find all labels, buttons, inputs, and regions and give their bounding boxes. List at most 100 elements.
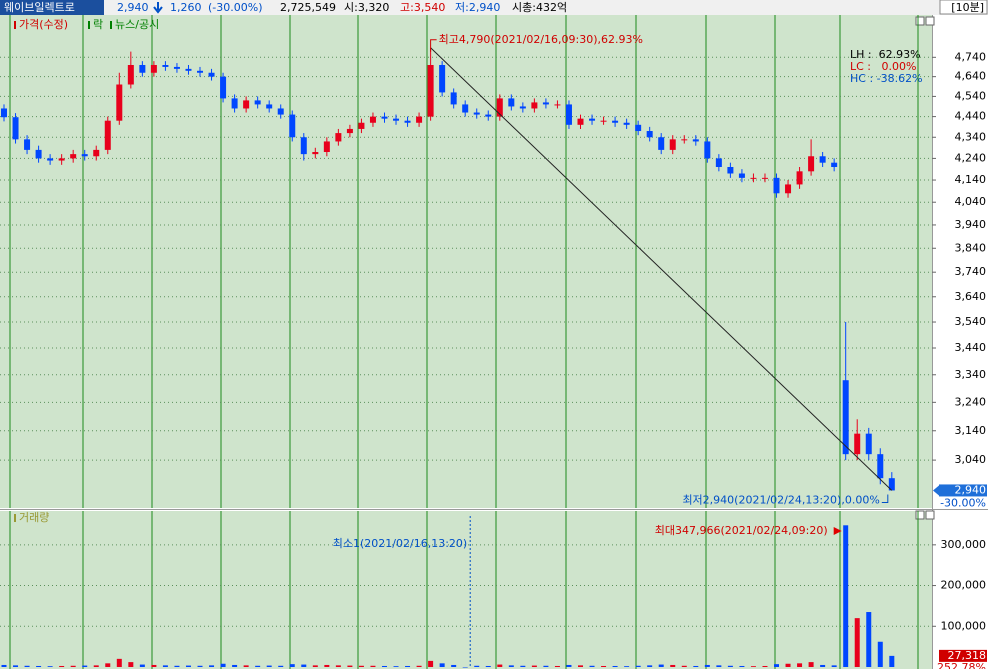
volume-bar (820, 664, 826, 667)
candle-body (369, 116, 376, 123)
candle-body (796, 171, 803, 185)
candle-body (462, 104, 469, 113)
volume-bar (105, 663, 111, 667)
legend-entry: 뉴스/공시 (115, 18, 159, 31)
candle-body (197, 70, 204, 73)
candle-body (589, 118, 596, 121)
panel-button[interactable] (915, 16, 925, 26)
candle-body (669, 139, 676, 150)
panel-button[interactable] (915, 510, 925, 520)
interval-box[interactable] (939, 0, 988, 15)
y-tick-label: 300,000 (941, 538, 987, 551)
candle-body (888, 478, 895, 491)
volume-bar (601, 665, 607, 667)
interval[interactable]: [10분] (951, 1, 984, 14)
volume-bar (877, 641, 883, 667)
volume-bar (405, 665, 411, 667)
volume-bar (36, 665, 42, 667)
volume-bar (531, 665, 537, 667)
volume-bar (508, 665, 514, 667)
candle-body (473, 112, 480, 115)
stat: HC : -38.62% (850, 72, 923, 85)
candle-body (485, 114, 492, 117)
candle-body (127, 64, 134, 85)
price-pointer (933, 485, 939, 496)
candle-body (877, 454, 884, 479)
y-tick-label: 3,440 (955, 341, 987, 354)
candle-body (266, 104, 273, 109)
volume-bar (866, 612, 872, 667)
stock-name: 웨이브일렉트로 (4, 0, 75, 14)
candle-body (289, 114, 296, 138)
candle-body (761, 177, 768, 179)
candle-body (519, 106, 526, 109)
open: 시:3,320 (344, 1, 389, 14)
candle-body (220, 76, 227, 99)
volume-bar (566, 664, 572, 667)
volume-bar (255, 665, 261, 667)
volume-bar (750, 666, 756, 667)
volume-bar (266, 665, 272, 667)
legend-entry: 가격(수정) (19, 18, 68, 31)
change-marker-label: -30.00% (940, 496, 986, 509)
y-tick-label: 3,840 (955, 241, 987, 254)
y-tick-label: 100,000 (941, 619, 987, 632)
legend-marker (14, 21, 16, 29)
candle-body (646, 131, 653, 138)
volume-bar (670, 664, 676, 667)
y-tick-label: 4,640 (955, 70, 987, 83)
candle-body (231, 98, 238, 109)
volume-bar (324, 664, 330, 667)
legend-entry: 거래량 (19, 511, 49, 524)
candle-body (819, 156, 826, 163)
volume-marker (939, 649, 987, 662)
y-tick-label: 3,640 (955, 290, 987, 303)
volume-bar (82, 665, 88, 667)
legend-marker (88, 21, 90, 29)
volume-bar (13, 665, 19, 667)
volume-bar (612, 665, 618, 667)
volume-bar (889, 655, 895, 667)
candle-body (785, 184, 792, 194)
candle-body (24, 139, 31, 150)
candle-body (554, 104, 561, 106)
y-tick-label: 3,240 (955, 395, 987, 408)
candle-body (12, 117, 19, 140)
candle-body (439, 64, 446, 93)
candle-body (531, 102, 538, 109)
candle-body (70, 154, 77, 159)
y-tick-label: 200,000 (941, 579, 987, 592)
candle-body (565, 104, 572, 125)
y-tick-label: 4,440 (955, 110, 987, 123)
candle-body (358, 122, 365, 129)
candle-body (842, 380, 849, 455)
volume-bar (681, 665, 687, 667)
volume-bar (59, 665, 65, 667)
volume-bar (520, 665, 526, 667)
volume-ratio-label: 252,78% (937, 661, 986, 669)
price-plot (0, 15, 932, 508)
volume-bar (139, 664, 145, 667)
y-tick-label: 4,540 (955, 89, 987, 102)
volume-bar (497, 664, 503, 667)
volume-bar (543, 665, 549, 667)
panel-close[interactable] (925, 16, 935, 26)
panel-close[interactable] (925, 510, 935, 520)
price-marker-label: 2,940 (955, 483, 987, 496)
volume-plot (0, 511, 932, 669)
y-tick-label: 3,040 (955, 453, 987, 466)
stat: LH : 62.93% (850, 48, 921, 61)
volume-bar (647, 665, 653, 667)
min-label: 최저2,940(2021/02/24,13:20),0.00% (682, 493, 879, 506)
candle-body (335, 133, 342, 142)
candle-body (243, 100, 250, 109)
volume-bar (797, 663, 803, 667)
candle-body (750, 177, 757, 179)
volume: 2,725,549 (280, 1, 336, 14)
candle-body (681, 139, 688, 141)
candle-body (104, 120, 111, 150)
price: 2,940 (117, 1, 149, 14)
candle-body (139, 64, 146, 73)
candle-body (1, 108, 7, 118)
volume-bar (635, 665, 641, 667)
